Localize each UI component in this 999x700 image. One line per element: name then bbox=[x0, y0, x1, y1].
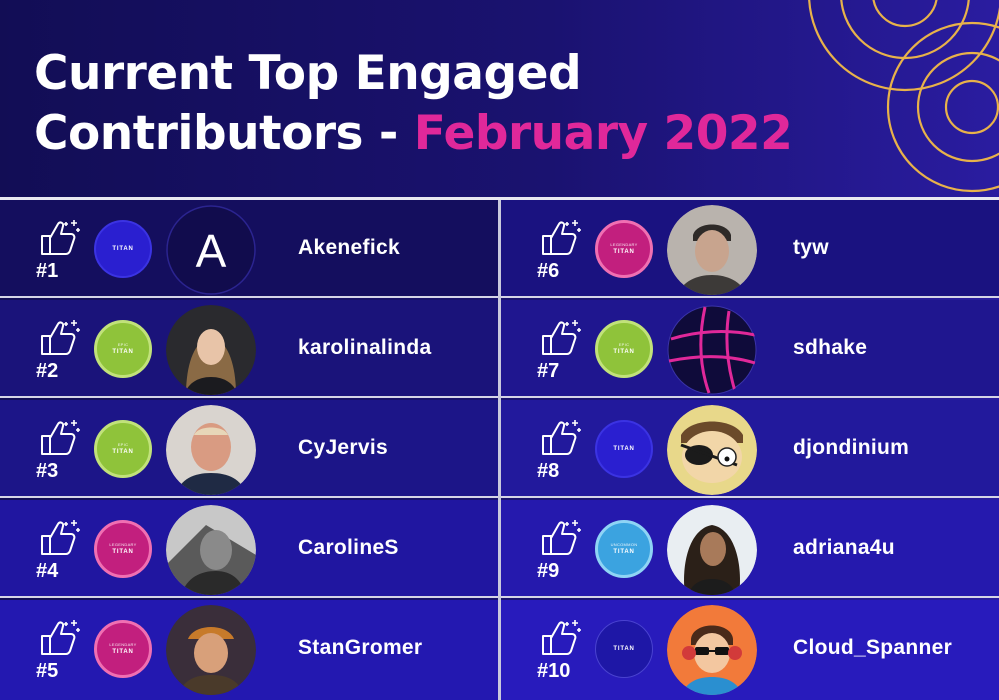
column-divider bbox=[498, 200, 501, 700]
list-item: #7 EPIC TITAN sdhake bbox=[501, 300, 999, 398]
thumbs-up-sparkle-icon bbox=[542, 220, 581, 255]
avatar[interactable] bbox=[166, 605, 256, 695]
thumbs-up-sparkle-icon bbox=[542, 420, 581, 455]
title-month: February 2022 bbox=[413, 106, 793, 161]
list-item: #5 LEGENDARY TITAN StanGromer bbox=[0, 600, 498, 700]
titan-badge: EPIC TITAN bbox=[94, 320, 152, 378]
header-divider bbox=[0, 197, 999, 200]
titan-badge: LEGENDARY TITAN bbox=[94, 520, 152, 578]
contributor-name[interactable]: adriana4u bbox=[793, 536, 895, 559]
list-item: #6 LEGENDARY TITAN tyw bbox=[501, 200, 999, 298]
titan-badge: TITAN bbox=[595, 620, 653, 678]
contributor-name[interactable]: CarolineS bbox=[298, 536, 399, 559]
avatar[interactable] bbox=[667, 205, 757, 295]
thumbs-up-sparkle-icon bbox=[41, 420, 80, 455]
rank-label: #3 bbox=[36, 460, 59, 482]
avatar[interactable]: A bbox=[166, 205, 256, 295]
avatar[interactable] bbox=[667, 605, 757, 695]
list-item: #1 TITAN A Akenefick bbox=[0, 200, 498, 298]
contributor-name[interactable]: CyJervis bbox=[298, 436, 388, 459]
thumbs-up-sparkle-icon bbox=[41, 220, 80, 255]
titan-badge: TITAN bbox=[94, 220, 152, 278]
list-item: #3 EPIC TITAN CyJervis bbox=[0, 400, 498, 498]
avatar[interactable] bbox=[166, 505, 256, 595]
page-title: Current Top Engaged Contributors - Febru… bbox=[34, 44, 793, 164]
avatar[interactable] bbox=[166, 305, 256, 395]
rank-label: #7 bbox=[537, 360, 560, 382]
rank-label: #10 bbox=[537, 660, 571, 682]
avatar[interactable] bbox=[667, 505, 757, 595]
rank-label: #5 bbox=[36, 660, 59, 682]
titan-badge: EPIC TITAN bbox=[94, 420, 152, 478]
titan-badge: LEGENDARY TITAN bbox=[94, 620, 152, 678]
thumbs-up-sparkle-icon bbox=[41, 320, 80, 355]
avatar[interactable] bbox=[667, 405, 757, 495]
thumbs-up-sparkle-icon bbox=[41, 620, 80, 655]
concentric-rings-decoration bbox=[808, 0, 999, 193]
avatar[interactable] bbox=[667, 305, 757, 395]
thumbs-up-sparkle-icon bbox=[542, 620, 581, 655]
list-item: #9 UNCOMMON TITAN adriana4u bbox=[501, 500, 999, 598]
thumbs-up-sparkle-icon bbox=[542, 520, 581, 555]
titan-badge: TITAN bbox=[595, 420, 653, 478]
titan-badge: UNCOMMON TITAN bbox=[595, 520, 653, 578]
contributor-name[interactable]: karolinalinda bbox=[298, 336, 432, 359]
list-item: #8 TITAN djondinium bbox=[501, 400, 999, 498]
thumbs-up-sparkle-icon bbox=[41, 520, 80, 555]
contributor-name[interactable]: tyw bbox=[793, 236, 829, 259]
rank-label: #8 bbox=[537, 460, 560, 482]
title-line-1: Current Top Engaged bbox=[34, 46, 582, 101]
list-item: #2 EPIC TITAN karolinalinda bbox=[0, 300, 498, 398]
rank-label: #6 bbox=[537, 260, 560, 282]
list-item: #4 LEGENDARY TITAN CarolineS bbox=[0, 500, 498, 598]
contributor-name[interactable]: StanGromer bbox=[298, 636, 423, 659]
rank-label: #2 bbox=[36, 360, 59, 382]
svg-text:A: A bbox=[196, 225, 227, 277]
avatar[interactable] bbox=[166, 405, 256, 495]
title-line-2: Contributors - bbox=[34, 106, 414, 161]
titan-badge: EPIC TITAN bbox=[595, 320, 653, 378]
titan-badge: LEGENDARY TITAN bbox=[595, 220, 653, 278]
list-item: #10 TITAN Cloud_Spanner bbox=[501, 600, 999, 700]
rank-label: #9 bbox=[537, 560, 560, 582]
contributor-name[interactable]: Cloud_Spanner bbox=[793, 636, 953, 659]
contributor-name[interactable]: Akenefick bbox=[298, 236, 400, 259]
thumbs-up-sparkle-icon bbox=[542, 320, 581, 355]
rank-label: #4 bbox=[36, 560, 59, 582]
contributor-name[interactable]: sdhake bbox=[793, 336, 868, 359]
header: Current Top Engaged Contributors - Febru… bbox=[0, 0, 999, 197]
contributor-name[interactable]: djondinium bbox=[793, 436, 910, 459]
rank-label: #1 bbox=[36, 260, 59, 282]
